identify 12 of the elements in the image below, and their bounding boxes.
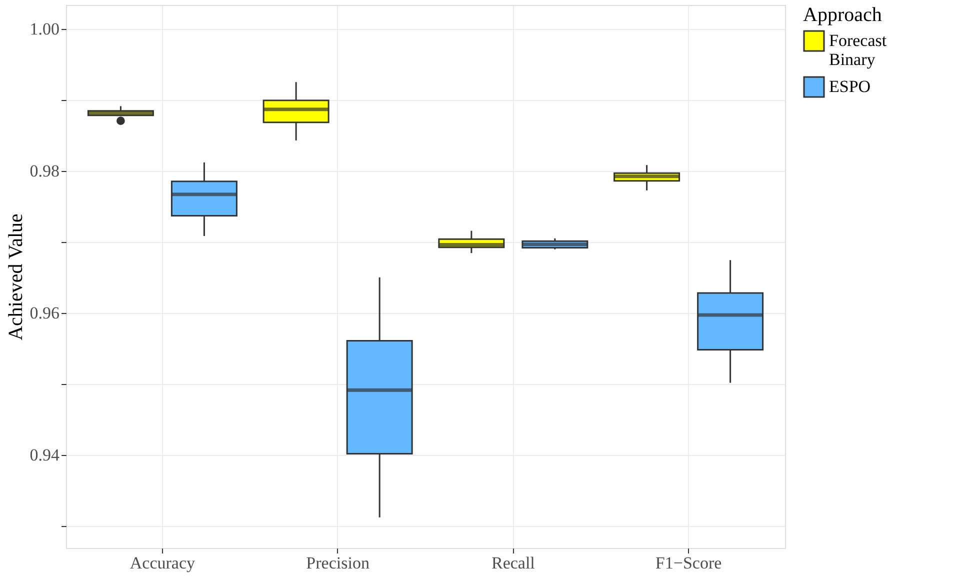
- x-tick-label: Accuracy: [130, 554, 196, 572]
- legend-label: ESPO: [829, 77, 871, 96]
- x-tick-label: Recall: [491, 554, 536, 572]
- y-tick-label: 0.96: [30, 304, 60, 323]
- legend-label: Forecast Binary: [829, 31, 887, 69]
- legend-title: Approach: [803, 4, 882, 26]
- y-tick-label: 0.94: [30, 446, 60, 465]
- y-axis-title: Achieved Value: [4, 213, 27, 340]
- x-tick-label: F1−Score: [655, 554, 722, 572]
- y-tick-label: 0.98: [30, 162, 60, 181]
- x-tick-label: Precision: [306, 554, 370, 572]
- y-tick-label: 1.00: [30, 20, 60, 39]
